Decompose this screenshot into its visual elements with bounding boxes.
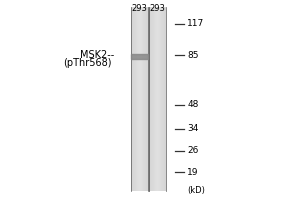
Bar — [139, 7, 140, 191]
Bar — [151, 7, 152, 191]
Bar — [150, 7, 151, 191]
Bar — [144, 7, 145, 191]
Bar — [131, 54, 148, 59]
Bar — [157, 7, 158, 191]
Bar — [149, 7, 150, 191]
Bar — [163, 7, 164, 191]
Bar — [144, 7, 145, 191]
Bar — [145, 7, 146, 191]
Bar — [159, 7, 160, 191]
Bar — [135, 7, 136, 191]
Bar — [143, 7, 144, 191]
Bar — [147, 7, 148, 191]
Bar — [154, 7, 155, 191]
Bar — [164, 7, 165, 191]
Bar — [146, 7, 147, 191]
Bar — [155, 7, 156, 191]
Bar — [165, 7, 166, 191]
Bar — [133, 7, 134, 191]
Bar — [158, 7, 159, 191]
Bar — [163, 7, 164, 191]
Bar — [162, 7, 163, 191]
Text: 34: 34 — [187, 124, 199, 133]
Bar — [138, 7, 139, 191]
Bar — [152, 7, 153, 191]
Bar — [164, 7, 165, 191]
Bar — [135, 7, 136, 191]
Bar — [143, 7, 144, 191]
Text: 293: 293 — [149, 4, 165, 13]
Bar — [166, 7, 167, 191]
Bar — [131, 7, 132, 191]
Bar — [136, 7, 137, 191]
Text: 26: 26 — [187, 146, 199, 155]
Bar — [134, 7, 135, 191]
Bar — [138, 7, 139, 191]
Bar — [146, 7, 147, 191]
Bar — [141, 7, 142, 191]
Bar — [161, 7, 162, 191]
Bar — [160, 7, 161, 191]
Text: (kD): (kD) — [187, 186, 205, 195]
Bar — [154, 7, 155, 191]
Bar — [137, 7, 138, 191]
Text: 48: 48 — [187, 100, 199, 109]
Text: MSK2--: MSK2-- — [80, 50, 114, 60]
Bar — [132, 7, 133, 191]
Bar — [136, 7, 137, 191]
Bar — [139, 7, 140, 191]
Bar — [141, 7, 142, 191]
Bar — [162, 7, 163, 191]
Text: (pThr568): (pThr568) — [63, 58, 111, 68]
Bar — [140, 7, 141, 191]
Text: 19: 19 — [187, 168, 199, 177]
Bar — [156, 7, 157, 191]
Bar — [158, 7, 159, 191]
Bar — [134, 7, 135, 191]
Bar — [165, 7, 166, 191]
Bar — [160, 7, 161, 191]
Bar — [155, 7, 156, 191]
Bar — [153, 7, 154, 191]
Bar — [159, 7, 160, 191]
Bar — [133, 7, 134, 191]
Bar — [140, 7, 141, 191]
Bar — [142, 7, 143, 191]
Bar — [145, 7, 146, 191]
Bar — [147, 7, 148, 191]
Bar — [142, 7, 143, 191]
Text: 293: 293 — [132, 4, 148, 13]
Bar — [137, 7, 138, 191]
Bar — [156, 7, 157, 191]
Bar — [132, 7, 133, 191]
Text: 117: 117 — [187, 19, 205, 28]
Bar — [160, 7, 161, 191]
Bar — [161, 7, 162, 191]
Text: 85: 85 — [187, 51, 199, 60]
Bar — [152, 7, 153, 191]
Bar — [131, 7, 132, 191]
